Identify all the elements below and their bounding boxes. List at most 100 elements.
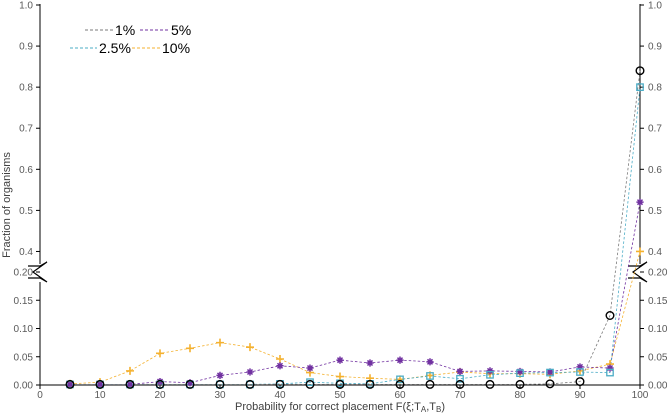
- y-tick-label-right: 0.7: [648, 124, 662, 135]
- y-tick-label-right: 0.4: [648, 247, 662, 258]
- data-point-1pct: [305, 379, 315, 389]
- data-point-5pct: [96, 380, 104, 389]
- x-tick-label: 0: [37, 390, 43, 401]
- y-tick-label-right: 0.20: [648, 268, 668, 279]
- axis-break-left: [28, 261, 50, 283]
- data-point-1pct: [185, 379, 195, 389]
- x-tick-label: 80: [514, 390, 526, 401]
- y-tick-label-left: 0.4: [19, 247, 33, 258]
- data-point-1pct: [515, 379, 525, 389]
- y-tick-label-right: 0.15: [648, 296, 668, 307]
- data-point-5pct: [336, 356, 344, 364]
- data-point-2-5pct: [486, 370, 494, 379]
- data-point-2-5pct: [576, 368, 584, 376]
- data-point-1pct: [455, 379, 465, 389]
- y-tick-label-left: 0.8: [19, 83, 33, 94]
- data-point-10pct: [636, 247, 644, 256]
- data-point-5pct: [456, 367, 464, 376]
- legend-label-2-5pct: 2.5%: [99, 40, 131, 56]
- x-ticks: 0 10 20 30 40 50 60 70 80 90 100: [37, 385, 649, 401]
- x-tick-label: 20: [154, 390, 166, 401]
- x-tick-label: 50: [334, 390, 346, 401]
- y-tick-label-right: 0.05: [648, 352, 668, 363]
- data-point-2-5pct: [516, 369, 524, 377]
- data-point-1pct: [425, 379, 435, 389]
- y-tick-label-right: 0.10: [648, 324, 668, 335]
- data-point-5pct: [636, 198, 644, 206]
- data-point-10pct: [126, 366, 134, 375]
- data-point-5pct: [126, 380, 134, 389]
- data-point-10pct: [336, 372, 344, 381]
- data-point-1pct: [95, 379, 105, 389]
- y-tick-label-right: 0.00: [648, 381, 668, 392]
- y-tick-label-left: 1.0: [19, 1, 33, 12]
- legend-label-10pct: 10%: [162, 40, 190, 56]
- y-tick-label-right: 0.6: [648, 165, 662, 176]
- data-point-10pct: [156, 349, 164, 358]
- x-tick-label: 70: [454, 390, 466, 401]
- x-tick-label: 40: [274, 390, 286, 401]
- data-point-2-5pct: [546, 368, 554, 377]
- data-point-1pct: [65, 379, 75, 389]
- plot-frame: [39, 4, 641, 386]
- data-point-1pct: [335, 379, 345, 389]
- data-point-1pct: [275, 379, 285, 389]
- series-line-1pct: [70, 70, 641, 385]
- data-point-5pct: [396, 356, 404, 364]
- legend: 1% 5% 2.5% 10%: [70, 22, 191, 56]
- axis-break-right: [628, 261, 650, 283]
- data-point-1pct: [125, 379, 135, 389]
- data-point-1pct: [635, 66, 645, 76]
- data-point-1pct: [365, 379, 375, 389]
- series-line-2-5pct: [70, 87, 641, 385]
- data-point-2-5pct: [456, 374, 464, 383]
- legend-label-1pct: 1%: [115, 22, 135, 38]
- data-point-10pct: [246, 343, 254, 352]
- x-tick-label: 100: [632, 390, 649, 401]
- data-point-2-5pct: [606, 368, 614, 377]
- data-point-5pct: [66, 380, 74, 389]
- data-point-10pct: [216, 338, 224, 347]
- data-point-1pct: [395, 379, 405, 389]
- y-tick-label-left: 0.00: [14, 381, 34, 392]
- data-point-5pct: [576, 363, 584, 371]
- y-ticks-right: 0.00 0.05 0.10 0.15 0.20 0.4 0.5 0.6 0.7 0.8 0.9 1.…: [640, 1, 668, 392]
- data-point-5pct: [546, 368, 554, 376]
- x-axis-label: Probability for correct placement F(ξ;TA…: [235, 401, 445, 413]
- data-point-10pct: [186, 344, 194, 353]
- data-point-5pct: [186, 379, 194, 387]
- y-tick-label-left: 0.5: [19, 206, 33, 217]
- x-tick-label: 30: [214, 390, 226, 401]
- y-tick-label-left: 0.05: [14, 352, 34, 363]
- data-point-10pct: [276, 355, 284, 364]
- series-line-10pct: [69, 251, 641, 385]
- data-point-2-5pct: [426, 372, 434, 380]
- data-point-5pct: [426, 358, 434, 366]
- y-tick-label-right: 1.0: [648, 1, 662, 12]
- y-tick-label-left: 0.7: [19, 124, 33, 135]
- data-point-5pct: [246, 368, 254, 376]
- data-point-5pct: [276, 362, 284, 370]
- y-tick-label-right: 0.8: [648, 83, 662, 94]
- data-point-1pct: [155, 379, 165, 389]
- data-point-5pct: [486, 367, 494, 375]
- series-layer: [65, 66, 645, 389]
- y-tick-label-left: 0.15: [14, 296, 34, 307]
- data-point-5pct: [606, 364, 614, 372]
- y-tick-label-left: 0.9: [19, 42, 33, 53]
- data-point-1pct: [215, 379, 225, 389]
- x-tick-label: 90: [574, 390, 586, 401]
- y-tick-label-left: 0.10: [14, 324, 34, 335]
- data-point-5pct: [516, 367, 524, 376]
- data-point-1pct: [245, 379, 255, 389]
- data-point-5pct: [366, 359, 374, 367]
- data-point-1pct: [575, 377, 585, 387]
- data-point-2-5pct: [396, 375, 404, 384]
- data-point-1pct: [545, 379, 555, 389]
- data-point-1pct: [605, 311, 615, 321]
- y-tick-label-right: 0.9: [648, 42, 662, 53]
- y-tick-label-left: 0.6: [19, 165, 33, 176]
- data-point-5pct: [306, 364, 314, 372]
- legend-label-5pct: 5%: [171, 22, 191, 38]
